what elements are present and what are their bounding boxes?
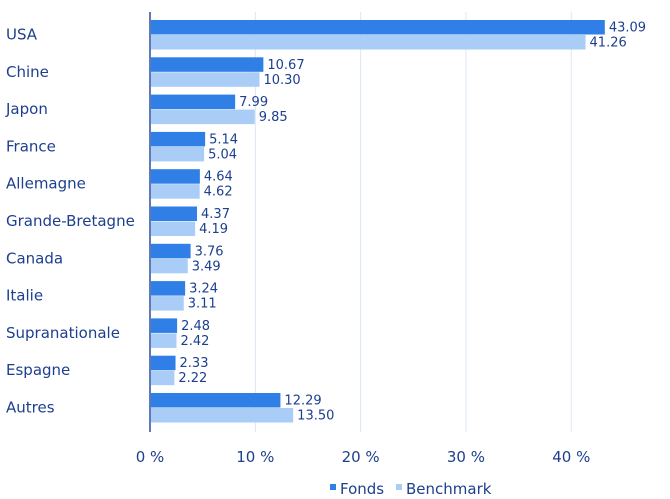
value-label-benchmark: 4.62	[204, 185, 233, 200]
category-label: Espagne	[6, 361, 70, 379]
value-label-benchmark: 4.19	[199, 222, 228, 237]
category-label: Japon	[5, 100, 48, 118]
bar-benchmark	[151, 146, 205, 162]
category-label: Italie	[6, 287, 43, 305]
category-label: Chine	[6, 63, 49, 81]
x-tick-label: 0 %	[136, 448, 165, 466]
value-label-benchmark: 9.85	[259, 110, 288, 125]
bar-benchmark	[151, 184, 200, 199]
value-label-benchmark: 13.50	[297, 409, 334, 424]
value-label-benchmark: 10.30	[263, 73, 300, 88]
bar-benchmark	[151, 370, 175, 386]
bar-benchmark	[151, 258, 188, 274]
legend-swatch-fonds	[330, 484, 336, 490]
value-label-fonds: 43.09	[609, 21, 646, 36]
value-label-benchmark: 5.04	[208, 147, 237, 162]
x-tick-label: 40 %	[552, 448, 590, 466]
bar-fonds	[151, 94, 236, 110]
value-label-fonds: 4.37	[201, 207, 230, 222]
value-label-fonds: 2.33	[180, 356, 209, 371]
bar-fonds	[151, 243, 191, 259]
bar-fonds	[151, 318, 178, 333]
legend-label-benchmark: Benchmark	[406, 480, 492, 498]
value-label-fonds: 2.48	[181, 319, 210, 334]
category-label: Autres	[6, 399, 55, 417]
bar-fonds	[151, 169, 200, 184]
bar-benchmark	[151, 72, 260, 87]
value-label-benchmark: 41.26	[590, 36, 627, 51]
bar-benchmark	[151, 221, 196, 236]
bar-benchmark	[151, 296, 184, 311]
legend: Fonds Benchmark	[330, 480, 492, 498]
category-label: USA	[6, 26, 38, 44]
bar-benchmark	[151, 333, 177, 348]
bar-fonds	[151, 393, 281, 408]
bar-fonds	[151, 20, 605, 35]
legend-swatch-benchmark	[396, 484, 402, 490]
category-label: Supranationale	[6, 324, 120, 342]
x-tick-label: 20 %	[342, 448, 380, 466]
value-label-fonds: 7.99	[239, 95, 268, 110]
value-label-benchmark: 2.22	[178, 371, 207, 386]
bar-fonds	[151, 57, 264, 72]
x-axis-ticks: 0 % 10 % 20 % 30 % 40 %	[136, 448, 591, 466]
category-label: Canada	[6, 249, 63, 267]
bar-fonds	[151, 206, 198, 221]
category-label: France	[6, 137, 56, 155]
bar-benchmark	[151, 408, 294, 423]
bar-fonds	[151, 131, 206, 147]
value-label-benchmark: 3.49	[192, 259, 221, 274]
grid-lines	[254, 12, 572, 432]
category-label: Grande-Bretagne	[6, 212, 135, 230]
x-tick-label: 30 %	[447, 448, 485, 466]
legend-label-fonds: Fonds	[340, 480, 384, 498]
value-label-fonds: 3.76	[195, 244, 224, 259]
x-tick-label: 10 %	[236, 448, 274, 466]
category-label: Allemagne	[6, 175, 86, 193]
bar-benchmark	[151, 35, 586, 50]
value-label-fonds: 12.29	[284, 394, 321, 409]
value-label-fonds: 10.67	[267, 58, 304, 73]
bar-fonds	[151, 281, 186, 296]
bars	[151, 20, 605, 423]
value-label-fonds: 4.64	[204, 170, 233, 185]
value-label-benchmark: 2.42	[180, 334, 209, 349]
value-label-benchmark: 3.11	[188, 297, 217, 312]
bar-benchmark	[151, 109, 255, 125]
bar-fonds	[151, 355, 176, 371]
value-label-fonds: 5.14	[209, 132, 238, 147]
value-label-fonds: 3.24	[189, 282, 218, 297]
